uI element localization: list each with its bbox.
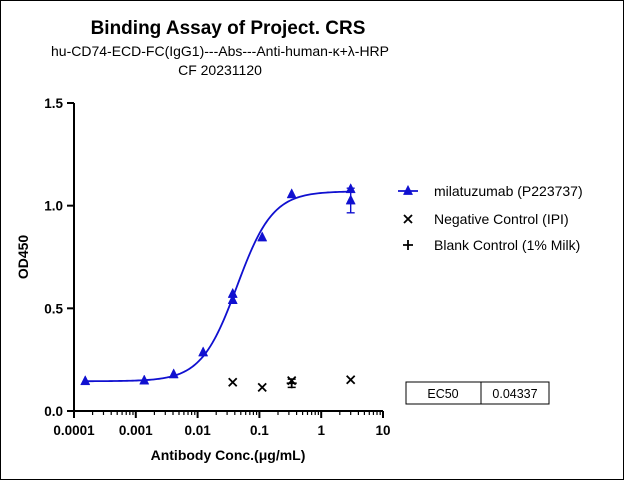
data-point (257, 382, 267, 393)
legend-marker (403, 214, 413, 224)
legend-marker (403, 240, 413, 250)
data-point (286, 188, 297, 199)
data-point (346, 375, 356, 385)
legend-label: milatuzumab (P223737) (434, 183, 583, 199)
data-point (227, 287, 238, 298)
y-axis-label: OD450 (15, 235, 31, 280)
axes: 0.0 0.5 1.0 1.5 0.0001 0.001 0.01 0.1 1 10 (44, 96, 390, 438)
y-tick-label: 0.5 (44, 301, 63, 316)
ec50-label: EC50 (427, 387, 458, 401)
data-point (80, 375, 91, 386)
chart-title: Binding Assay of Project. CRS (91, 18, 366, 39)
y-tick-label: 1.0 (44, 199, 63, 214)
legend-label: Negative Control (IPI) (434, 211, 569, 227)
y-tick-label: 0.0 (44, 404, 63, 419)
data-point (345, 194, 356, 205)
x-tick-label: 10 (375, 423, 390, 438)
data-point (139, 374, 150, 385)
data-point (257, 231, 268, 242)
plot-marks (80, 183, 356, 393)
x-tick-label: 0.1 (250, 423, 269, 438)
data-point (168, 368, 179, 379)
y-tick-label: 1.5 (44, 96, 63, 111)
data-point (198, 346, 209, 357)
x-tick-label: 1 (317, 423, 325, 438)
chart-subtitle-line-1: hu-CD74-ECD-FC(IgG1)---Abs---Anti-human-… (51, 43, 389, 59)
x-tick-label: 0.0001 (53, 423, 95, 438)
legend-marker (402, 184, 414, 195)
x-tick-label: 0.001 (119, 423, 153, 438)
data-point (286, 378, 297, 389)
chart-subtitle-line-2: CF 20231120 (178, 62, 262, 78)
ec50-value: 0.04337 (492, 387, 537, 401)
legend: milatuzumab (P223737) Negative Control (I… (398, 183, 583, 253)
ec50-table: EC50 0.04337 (405, 381, 550, 405)
legend-label: Blank Control (1% Milk) (434, 237, 580, 253)
data-point (227, 293, 238, 304)
x-tick-label: 0.01 (184, 423, 211, 438)
data-point (228, 377, 238, 387)
fit-curve (85, 190, 351, 383)
x-axis-label: Antibody Conc.(μg/mL) (151, 447, 306, 463)
